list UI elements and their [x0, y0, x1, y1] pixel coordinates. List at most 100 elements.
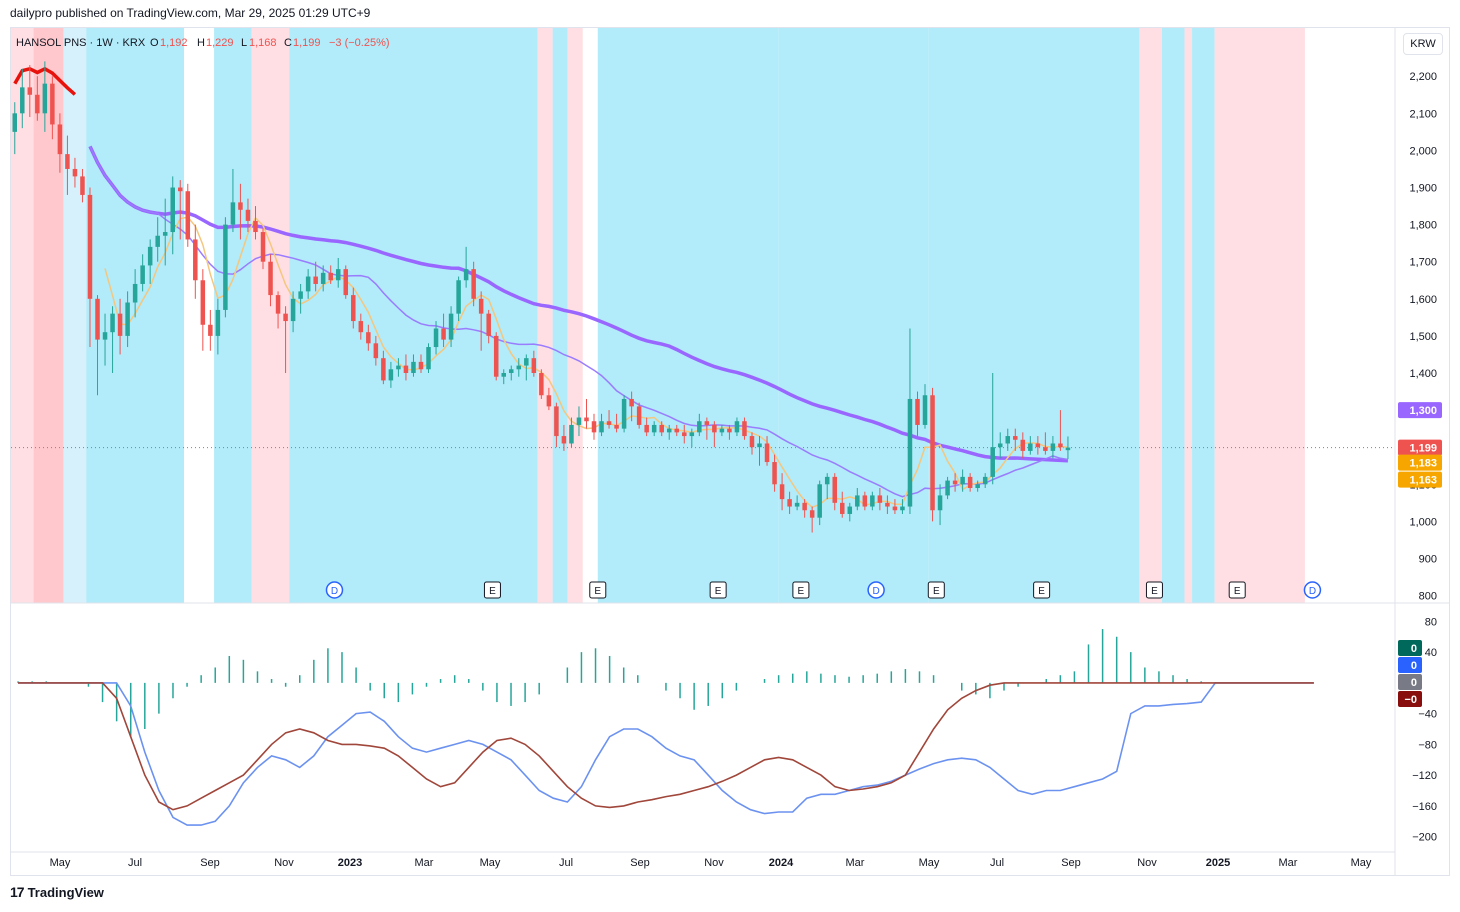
- background-band: [63, 28, 87, 603]
- chart-frame[interactable]: [10, 27, 1450, 876]
- candle-body: [824, 476, 830, 485]
- time-tick-label: Jul: [128, 857, 142, 869]
- price-label: 1,183: [1409, 458, 1437, 470]
- candle-body: [1005, 436, 1011, 444]
- candle-body: [366, 332, 371, 344]
- ma-long-line: [88, 145, 1068, 463]
- macd-value-label: 0: [1411, 677, 1417, 689]
- time-tick-label: 2024: [769, 857, 794, 869]
- candle-body: [117, 313, 123, 336]
- price-label-box: [1398, 454, 1442, 471]
- candles: [12, 61, 1071, 533]
- macd-tick-label: −200: [1412, 832, 1437, 844]
- earnings-marker-label: E: [1151, 586, 1158, 597]
- currency-button[interactable]: KRW: [1403, 33, 1443, 55]
- grid: [11, 28, 1449, 876]
- candle-body: [388, 369, 394, 381]
- earnings-marker-icon: [589, 581, 607, 599]
- candle-body: [892, 506, 898, 511]
- candle-body: [516, 365, 522, 370]
- macd-tick-label: −160: [1412, 801, 1437, 813]
- earnings-marker-icon: [927, 581, 945, 599]
- earnings-marker-icon: [1033, 581, 1051, 599]
- candle-body: [922, 395, 928, 425]
- publish-info: dailypro published on TradingView.com, M…: [10, 6, 371, 20]
- candle-body: [704, 421, 710, 425]
- time-tick-label: 2025: [1206, 857, 1230, 869]
- price-tick-label: 1,900: [1409, 183, 1437, 195]
- price-tick-label: 2,100: [1409, 108, 1437, 120]
- candle-body: [373, 343, 379, 359]
- candle-body: [644, 424, 649, 433]
- candle-body: [1028, 443, 1033, 451]
- candle-body: [253, 220, 258, 233]
- candle-body: [260, 232, 266, 262]
- candle-body: [1035, 443, 1041, 448]
- background-band: [33, 28, 64, 603]
- candle-body: [486, 313, 491, 336]
- candle-body: [531, 358, 537, 373]
- background-band: [1139, 28, 1162, 603]
- candle-body: [742, 421, 747, 437]
- background-band: [778, 28, 929, 603]
- candle-body: [20, 87, 25, 114]
- dividend-marker-icon: [867, 581, 885, 599]
- candle-body: [463, 269, 469, 281]
- time-tick-label: Mar: [846, 857, 865, 869]
- candle-body: [855, 495, 860, 507]
- candle-body: [1058, 443, 1063, 448]
- macd-tick-label: 40: [1425, 647, 1437, 659]
- candle-body: [636, 406, 642, 425]
- currency-label: KRW: [1410, 38, 1436, 50]
- candle-body: [997, 443, 1003, 448]
- macd-value-box: [1398, 691, 1422, 707]
- candle-body: [110, 313, 115, 333]
- price-tick-label: 1,500: [1409, 331, 1437, 343]
- candle-body: [591, 421, 597, 433]
- candle-body: [328, 272, 333, 281]
- candle-body: [200, 280, 206, 325]
- candle-body: [215, 309, 221, 336]
- legend-symbol: HANSOL PNS · 1W · KRX: [16, 37, 146, 49]
- price-tick-label: 1,700: [1409, 257, 1437, 269]
- candle-body: [313, 276, 318, 284]
- candle-body: [50, 83, 55, 125]
- time-tick-label: Sep: [630, 857, 650, 869]
- price-tick-label: 1,800: [1409, 220, 1437, 232]
- candle-body: [238, 202, 243, 210]
- macd-value-box: [1398, 640, 1422, 656]
- candle-body: [847, 506, 853, 514]
- candle-body: [952, 480, 958, 485]
- macd-tick-label: −120: [1412, 770, 1437, 782]
- price-tick-label: 2,000: [1409, 145, 1437, 157]
- time-tick-label: May: [480, 857, 501, 869]
- macd-value-box: [1398, 657, 1422, 673]
- candle-body: [990, 447, 995, 477]
- candle-body: [599, 421, 604, 433]
- tradingview-logo-icon: 17: [10, 884, 25, 900]
- price-tick-label: 2,200: [1409, 71, 1437, 83]
- earnings-marker-label: E: [1038, 586, 1045, 597]
- dividend-marker-label: D: [331, 586, 338, 597]
- earnings-marker-label: E: [1234, 586, 1241, 597]
- tradingview-brand[interactable]: 17 TradingView: [10, 884, 104, 900]
- background-band: [1192, 28, 1215, 603]
- candle-body: [155, 235, 160, 247]
- candle-body: [132, 283, 138, 303]
- macd-value-box: [1398, 674, 1422, 690]
- macd-line: [18, 682, 1314, 826]
- candle-body: [629, 398, 634, 407]
- earnings-marker-label: E: [594, 586, 601, 597]
- candle-body: [178, 187, 183, 192]
- candle-body: [539, 373, 544, 396]
- price-label: 1,300: [1409, 405, 1437, 417]
- candle-body: [1043, 447, 1048, 451]
- price-label-box: [1398, 439, 1442, 456]
- macd-pane: 80 40 −40 −80 −120 −160 −200 0 0 0 −0: [17, 616, 1437, 844]
- time-tick-label: May: [50, 857, 71, 869]
- candle-body: [757, 443, 762, 448]
- price-tick-label: 1,600: [1409, 294, 1437, 306]
- candle-body: [719, 428, 725, 433]
- candle-body: [12, 113, 18, 132]
